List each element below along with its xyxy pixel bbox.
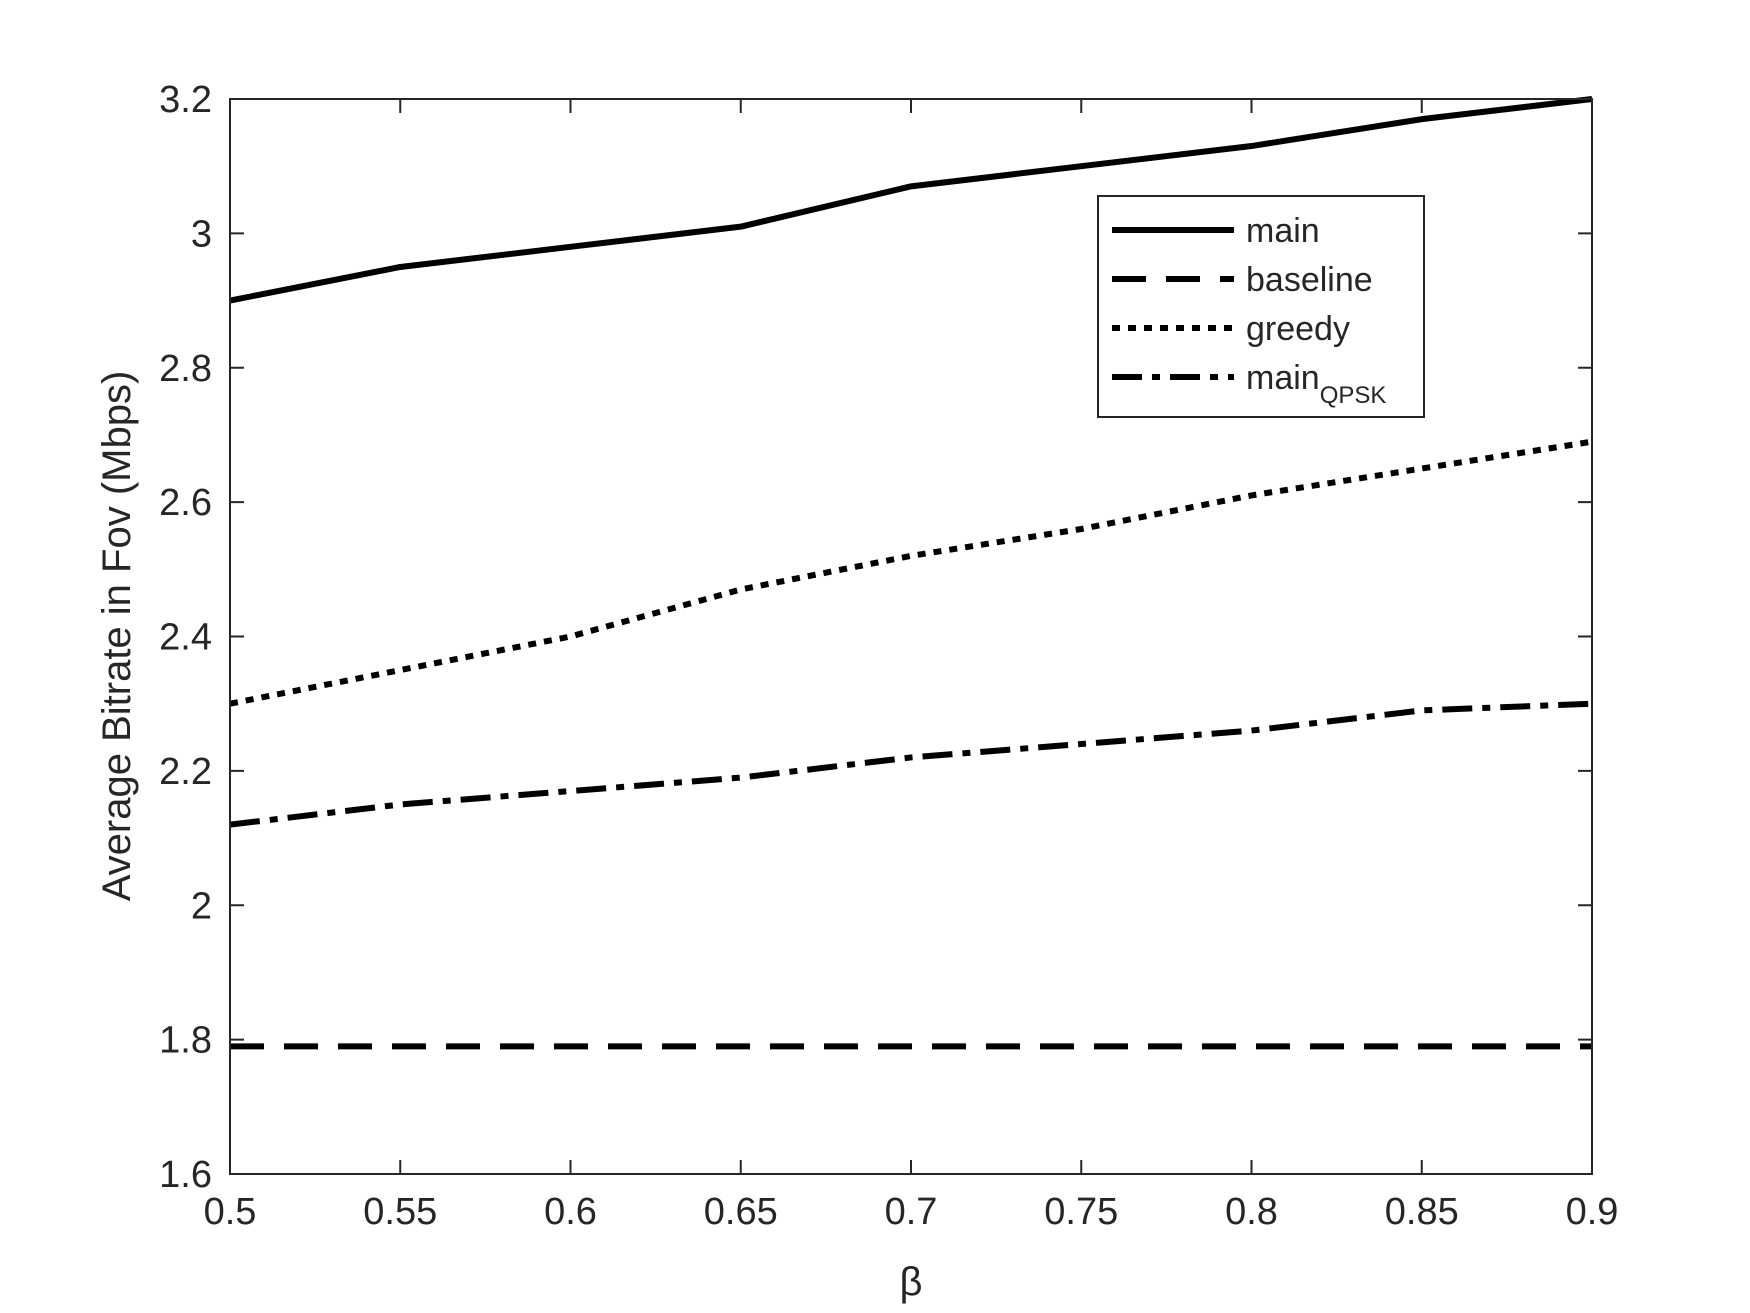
y-tick-label: 2.2	[159, 751, 212, 793]
series-layer	[229, 96, 1593, 1050]
y-tick-label: 2.4	[159, 617, 212, 659]
x-tick-label: 0.65	[704, 1191, 778, 1233]
legend-label-3: mainQPSK	[1246, 359, 1386, 409]
y-tick-label: 3.2	[159, 79, 212, 121]
x-tick-label: 0.55	[363, 1191, 437, 1233]
series-line-3	[229, 700, 1593, 828]
y-axis-label: Average Bitrate in Fov (Mbps)	[95, 371, 139, 902]
x-tick-label: 0.5	[204, 1191, 257, 1233]
x-tick-label: 0.75	[1044, 1191, 1118, 1233]
legend-label-1: baseline	[1246, 261, 1373, 299]
series-line-0	[229, 96, 1593, 304]
y-tick-label: 3	[191, 213, 212, 255]
y-tick-label: 1.6	[159, 1154, 212, 1196]
x-tick-label: 0.9	[1566, 1191, 1619, 1233]
y-tick-label: 1.8	[159, 1020, 212, 1062]
x-tick-label: 0.7	[885, 1191, 938, 1233]
y-tick-label: 2	[191, 885, 212, 927]
legend-label-2: greedy	[1246, 310, 1350, 348]
x-tick-label: 0.6	[544, 1191, 597, 1233]
legend: main baseline greedy mainQPSK	[1097, 195, 1425, 418]
x-tick-label: 0.8	[1225, 1191, 1278, 1233]
legend-label-0: main	[1246, 212, 1320, 250]
tick-layer: 0.5 0.55 0.6 0.65 0.7 0.75 0.8 0.85 0.9 1.6 1.8 2 2.…	[159, 79, 1618, 1233]
series-line-2	[229, 438, 1593, 707]
x-tick-label: 0.85	[1385, 1191, 1459, 1233]
x-axis-label: β	[899, 1260, 922, 1304]
y-tick-label: 2.8	[159, 348, 212, 390]
y-tick-label: 2.6	[159, 482, 212, 524]
